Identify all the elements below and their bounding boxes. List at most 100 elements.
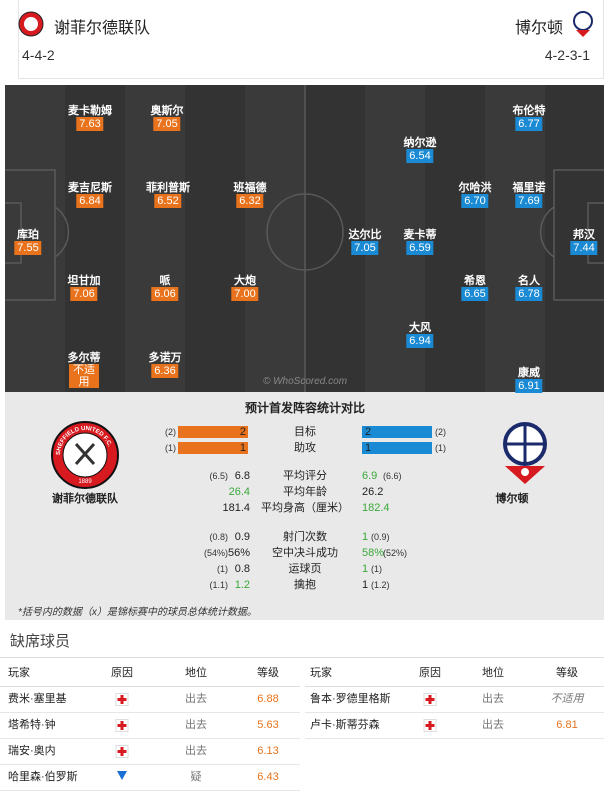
status: 出去 xyxy=(482,693,504,705)
player-name[interactable]: 布伦特 xyxy=(512,105,546,117)
home-badge-icon xyxy=(18,11,44,37)
home-value: 1.2 xyxy=(234,579,250,591)
player-rating: 7.06 xyxy=(70,287,98,301)
player-name[interactable]: 邦汉 xyxy=(573,229,595,241)
player-name[interactable]: 麦卡勒姆 xyxy=(68,105,112,117)
away-total: (0.9) xyxy=(371,532,390,542)
player-name[interactable]: 班福德 xyxy=(233,182,267,194)
reason-icon xyxy=(423,693,437,706)
home-total: (54%) xyxy=(203,548,228,558)
home-value: 56% xyxy=(227,547,250,559)
column-header: 等级 xyxy=(556,667,578,679)
player-rating: 6.32 xyxy=(236,194,264,208)
home-bar xyxy=(178,442,248,454)
player-rating: 7.69 xyxy=(515,194,543,208)
player-rating: 6.78 xyxy=(515,287,543,301)
away-team[interactable]: 博尔顿 xyxy=(514,20,563,37)
player-name[interactable]: 奥斯尔 xyxy=(150,105,184,117)
player-name[interactable]: 大炮 xyxy=(234,275,256,287)
player-rating: 7.55 xyxy=(14,241,42,255)
away-value: 6.9 xyxy=(362,470,378,482)
pitch xyxy=(5,85,604,392)
player-name[interactable]: 库珀 xyxy=(17,229,39,241)
away-value: 2 xyxy=(365,426,372,438)
stat-label: 平均身高（厘米） xyxy=(261,502,349,514)
player-name[interactable]: 麦卡蒂 xyxy=(403,229,437,241)
home-value: 1 xyxy=(239,442,246,454)
column-header: 等级 xyxy=(257,667,279,679)
row-line xyxy=(0,712,300,713)
reason-icon xyxy=(115,745,129,758)
away-name[interactable]: 博尔顿 xyxy=(495,493,529,505)
home-value: 0.9 xyxy=(234,531,250,543)
table-header-bg xyxy=(305,660,604,687)
stat-label: 目标 xyxy=(294,426,316,438)
player-name[interactable]: 希恩 xyxy=(464,275,486,287)
home-team[interactable]: 谢菲尔德联队 xyxy=(54,20,151,37)
player-rating: 6.36 xyxy=(151,364,179,378)
player-name[interactable]: 坦甘加 xyxy=(67,275,101,287)
player-rating: 6.84 xyxy=(76,194,104,208)
away-value: 1 xyxy=(362,563,369,575)
player-name[interactable]: 大风 xyxy=(409,322,431,334)
player[interactable]: 瑞安·奥内 xyxy=(8,745,56,757)
player[interactable]: 哈里森·伯罗斯 xyxy=(8,771,78,783)
home-total: (1) xyxy=(217,564,228,574)
home-total: (1.1) xyxy=(209,580,228,590)
home-total: (6.5) xyxy=(209,471,228,481)
status: 出去 xyxy=(185,745,207,757)
player-rating: 6.77 xyxy=(515,117,543,131)
row-line xyxy=(305,738,604,739)
footnote: *括号内的数据（x）是锦标赛中的球员总体统计数据。 xyxy=(18,607,257,618)
stat-label: 射门次数 xyxy=(283,531,327,543)
away-total: (2) xyxy=(435,427,446,437)
row-line xyxy=(0,790,300,791)
player-name[interactable]: 康威 xyxy=(518,367,540,379)
comparison-title: 预计首发阵容统计对比 xyxy=(244,401,366,415)
player-rating: 6.91 xyxy=(515,379,543,393)
player[interactable]: 卢卡·斯蒂芬森 xyxy=(310,719,380,731)
reason-icon xyxy=(423,719,437,732)
column-header: 地位 xyxy=(482,667,504,679)
player-name[interactable]: 麦吉尼斯 xyxy=(68,182,112,194)
away-total: (1.2) xyxy=(371,580,390,590)
player-rating: 6.52 xyxy=(154,194,182,208)
player-rating: 7.63 xyxy=(76,117,104,131)
away-value: 182.4 xyxy=(362,502,390,514)
player-rating: 6.94 xyxy=(406,334,434,348)
player-name[interactable]: 尔哈洪 xyxy=(458,182,492,194)
home-name[interactable]: 谢菲尔德联队 xyxy=(52,493,118,505)
player-name[interactable]: 哌 xyxy=(159,275,171,287)
away-bar xyxy=(362,426,432,438)
player-name[interactable]: 达尔比 xyxy=(348,229,382,241)
player-name[interactable]: 福里诺 xyxy=(512,182,546,194)
away-value: 1 xyxy=(362,531,369,543)
stat-label: 平均评分 xyxy=(283,470,327,482)
home-total: (0.8) xyxy=(209,532,228,542)
player-name[interactable]: 名人 xyxy=(518,275,540,287)
home-value: 181.4 xyxy=(222,502,250,514)
player-name[interactable]: 纳尔逊 xyxy=(403,137,437,149)
status: 疑 xyxy=(190,771,202,783)
away-value: 26.2 xyxy=(362,486,384,498)
status: 出去 xyxy=(185,719,207,731)
player-name[interactable]: 多尔蒂 xyxy=(67,352,101,364)
away-value: 1 xyxy=(362,579,369,591)
away-value: 58% xyxy=(362,547,385,559)
player-rating: 6.59 xyxy=(406,241,434,255)
home-value: 26.4 xyxy=(228,486,250,498)
home-total: (1) xyxy=(165,443,176,453)
column-header: 地位 xyxy=(185,667,207,679)
player[interactable]: 费米·塞里基 xyxy=(8,693,67,705)
player-rating: 6.06 xyxy=(151,287,179,301)
player[interactable]: 鲁本·罗德里格斯 xyxy=(310,693,391,705)
column-header: 玩家 xyxy=(8,667,30,679)
rating: 不适用 xyxy=(550,693,584,705)
player-name[interactable]: 多诺万 xyxy=(148,352,182,364)
away-badge-icon xyxy=(573,11,593,37)
player[interactable]: 塔希特·钟 xyxy=(8,719,56,731)
away-total: (1) xyxy=(435,443,446,453)
player-name[interactable]: 菲利普斯 xyxy=(146,182,190,194)
stat-label: 平均年龄 xyxy=(283,486,327,498)
